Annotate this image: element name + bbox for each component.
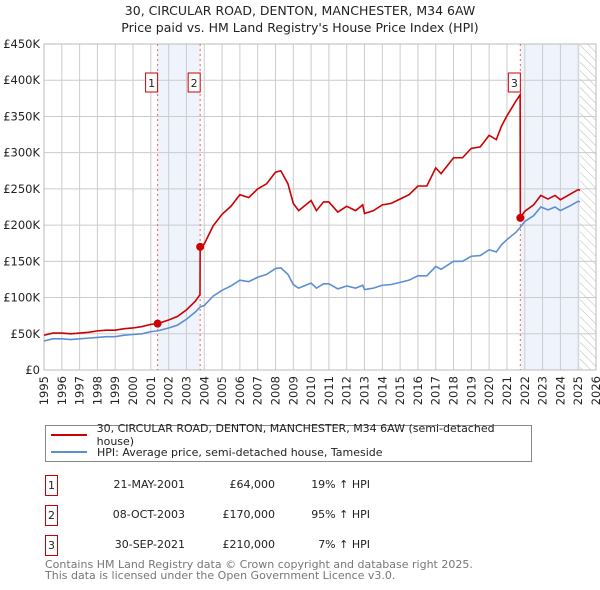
x-tick-label: 2002 (162, 376, 176, 405)
x-tick-label: 2006 (233, 376, 247, 405)
sale-marker-box (145, 72, 159, 93)
y-tick-label: £300K (3, 146, 40, 160)
hpi-line (43, 200, 581, 342)
x-tick-label: 1995 (37, 376, 51, 405)
legend-label: 30, CIRCULAR ROAD, DENTON, MANCHESTER, M… (96, 422, 495, 448)
sale-price: £64,000 (229, 478, 276, 491)
sale-price: £210,000 (222, 538, 276, 551)
sale-marker-label: 1 (45, 475, 58, 496)
plot-border (43, 43, 597, 371)
sale-marker-label: 3 (45, 535, 58, 556)
sale-hpi-diff: 7% ↑ HPI (318, 538, 370, 551)
x-tick-label: 2009 (286, 376, 300, 405)
x-tick-label: 2013 (358, 376, 372, 405)
x-tick-label: 2015 (393, 376, 407, 405)
sale-point (196, 242, 205, 251)
x-tick-label: 1998 (90, 376, 104, 405)
sale-marker-label: 2 (45, 505, 58, 526)
plot-area: 1995 1996 1997 1998 1999 2000 2001 2002 2003 2004… (3, 37, 600, 405)
y-tick-label: £200K (3, 218, 40, 232)
x-tick-label: 2021 (500, 376, 514, 405)
price-paid-line (43, 92, 581, 337)
x-tick-label: 1996 (55, 376, 69, 405)
sale-marker-label: 3 (511, 77, 518, 90)
sale-date: 30-SEP-2021 (114, 538, 185, 551)
x-tick-label: 2022 (518, 376, 532, 405)
x-tick-label: 1997 (73, 376, 87, 405)
legend-swatch (51, 451, 87, 453)
legend: 30, CIRCULAR ROAD, DENTON, MANCHESTER, M… (45, 422, 532, 462)
x-tick-label: 2012 (340, 376, 354, 405)
sale-hpi-diff: 95% ↑ HPI (311, 508, 370, 521)
legend-swatch (51, 434, 87, 436)
sale-hpi-diff: 19% ↑ HPI (311, 478, 370, 491)
sale-point (516, 213, 525, 222)
x-tick-label: 2005 (215, 376, 229, 405)
y-tick-label: £450K (3, 37, 40, 51)
x-tick-label: 2017 (429, 376, 443, 405)
legend-item-hpi: HPI: Average price, semi-detached house,… (51, 444, 383, 460)
legend-item-property: 30, CIRCULAR ROAD, DENTON, MANCHESTER, M… (51, 422, 531, 448)
chart-title: 30, CIRCULAR ROAD, DENTON, MANCHESTER, M… (0, 2, 600, 36)
x-tick-label: 2001 (144, 376, 158, 405)
x-tick-label: 2014 (375, 376, 389, 405)
y-tick-label: £100K (3, 291, 40, 305)
x-tick-label: 2010 (304, 376, 318, 405)
footer-line: This data is licensed under the Open Gov… (45, 569, 396, 582)
sale-date: 21-MAY-2001 (113, 478, 185, 491)
legend-label: HPI: Average price, semi-detached house,… (97, 445, 383, 459)
x-tick-label: 2020 (482, 376, 496, 405)
x-tick-label: 2011 (322, 376, 336, 405)
y-tick-label: £50K (11, 327, 41, 341)
x-tick-label: 2007 (251, 376, 265, 405)
x-tick-label: 2016 (411, 376, 425, 405)
x-tick-label: 2024 (553, 376, 567, 405)
sale-marker-box (187, 72, 201, 93)
sale-date: 08-OCT-2003 (112, 508, 185, 521)
sale-price: £170,000 (222, 508, 276, 521)
sale-marker-box (507, 72, 521, 93)
y-tick-label: £150K (3, 254, 40, 268)
sale-marker-label: 2 (191, 77, 198, 90)
footer-line: Contains HM Land Registry data © Crown c… (45, 558, 473, 571)
y-tick-label: £350K (3, 109, 40, 123)
x-tick-label: 2004 (197, 376, 211, 405)
x-tick-label: 2008 (268, 376, 282, 405)
shaded-period (520, 44, 580, 370)
x-tick-label: 1999 (108, 376, 122, 405)
y-tick-label: £250K (3, 182, 40, 196)
x-tick-label: 2023 (536, 376, 550, 405)
sale-point (153, 319, 162, 328)
footer: Contains HM Land Registry data © Crown c… (45, 559, 473, 581)
y-tick-label: £0 (25, 363, 40, 377)
x-tick-label: 2025 (571, 376, 585, 405)
sale-marker-label: 1 (148, 77, 155, 90)
x-tick-label: 2018 (447, 376, 461, 405)
x-tick-label: 2019 (464, 376, 478, 405)
title-line: 30, CIRCULAR ROAD, DENTON, MANCHESTER, M… (124, 3, 476, 18)
x-tick-label: 2000 (126, 376, 140, 405)
subtitle-line: Price paid vs. HM Land Registry's House … (121, 20, 479, 35)
forecast-hatch (579, 44, 596, 370)
x-tick-label: 2026 (589, 376, 600, 405)
x-tick-label: 2003 (179, 376, 193, 405)
y-tick-label: £400K (3, 73, 40, 87)
